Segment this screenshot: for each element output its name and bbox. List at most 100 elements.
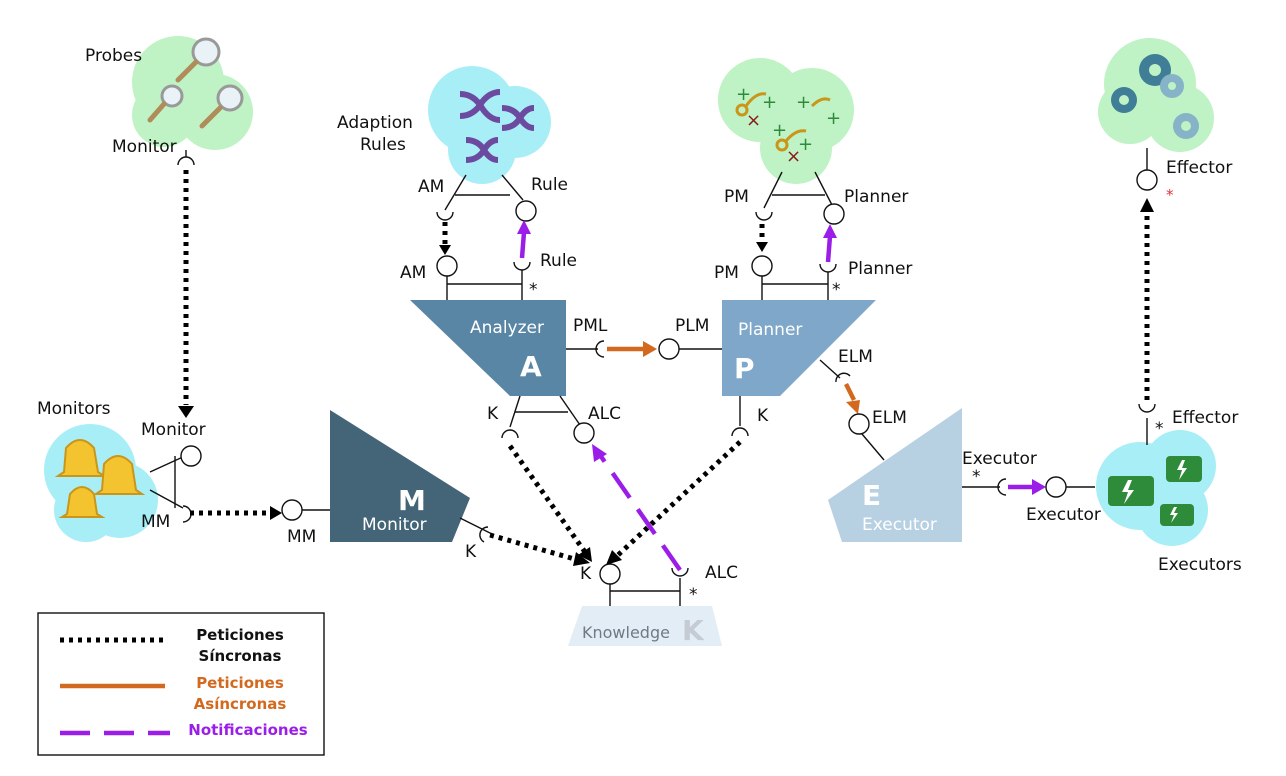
knowledge-letter: K xyxy=(682,614,705,647)
analyzer-k-label: K xyxy=(487,404,499,424)
notif-knowledge-alc xyxy=(598,453,682,572)
probes-port-label: Monitor xyxy=(112,137,177,157)
legend-sync-label-2: Síncronas xyxy=(199,647,282,665)
adaption-rules-rule-port xyxy=(515,200,537,222)
analyzer-k-required-port xyxy=(501,429,519,439)
magnifier-icon xyxy=(147,84,184,123)
legend: Peticiones Síncronas Peticiones Asíncron… xyxy=(37,612,325,756)
analyzer-pml-required-port xyxy=(595,340,605,358)
planner-plm-port xyxy=(658,338,680,360)
analyzer-box: Analyzer A xyxy=(410,300,566,396)
shuffle-icon xyxy=(459,89,501,123)
legend-sync-label-1: Peticiones xyxy=(196,626,284,644)
analyzer-name: Analyzer xyxy=(470,318,544,338)
planner-pm-port xyxy=(751,255,773,277)
shuffle-icon xyxy=(465,137,499,163)
executors-effector-label: Effector xyxy=(1172,408,1238,428)
executor-name: Executor xyxy=(862,515,937,535)
svg-text:×: × xyxy=(746,110,761,131)
planner-rules-pm-label: PM xyxy=(724,187,749,207)
planner-planner-label: Planner xyxy=(848,259,912,279)
adaption-rules-rule-label: Rule xyxy=(531,175,568,195)
monitors-port-mm-label: MM xyxy=(141,512,170,532)
knowledge-k-port xyxy=(599,563,621,585)
executor-star: * xyxy=(972,467,981,487)
probes-title: Probes xyxy=(85,46,142,66)
magnifier-icon xyxy=(175,37,221,83)
planner-name: Planner xyxy=(738,320,802,340)
monitor-k-required-port xyxy=(479,526,489,543)
executor-letter: E xyxy=(862,479,881,512)
adaption-rules-component: Adaption Rules xyxy=(337,66,551,184)
executors-title: Executors xyxy=(1158,555,1242,575)
executor-executor-required-port xyxy=(997,478,1007,496)
bell-icon xyxy=(58,486,106,518)
strategy-icon: + + × xyxy=(772,120,813,167)
adaption-rules-title-1: Adaption xyxy=(337,113,413,133)
effector-title: Effector xyxy=(1166,158,1232,178)
analyzer-star: * xyxy=(529,280,538,300)
engine-icon xyxy=(1166,456,1202,482)
notif-planner xyxy=(825,235,833,263)
knowledge-alc-label: ALC xyxy=(705,563,738,583)
svg-text:+: + xyxy=(736,84,751,105)
adaption-rules-am-required-port xyxy=(436,211,454,221)
monitors-title: Monitors xyxy=(37,399,111,419)
effector-component xyxy=(1098,38,1214,152)
svg-text:+: + xyxy=(798,134,813,155)
notif-rule xyxy=(519,231,527,259)
planner-rules-planner-label: Planner xyxy=(844,187,908,207)
analyzer-alc-label: ALC xyxy=(588,404,621,424)
monitor-k-label: K xyxy=(465,542,477,562)
analyzer-letter: A xyxy=(520,350,542,383)
monitors-component: Monitors xyxy=(37,399,158,542)
analyzer-rule-label: Rule xyxy=(540,251,577,271)
executor-executor-label: Executor xyxy=(962,449,1037,469)
knowledge-box: Knowledge K xyxy=(568,606,722,647)
planner-elm-label: ELM xyxy=(838,347,873,367)
legend-async-label-1: Peticiones xyxy=(196,674,284,692)
monitor-mm-port xyxy=(281,499,303,521)
magnifier-icon xyxy=(199,84,244,129)
gear-icon xyxy=(1160,74,1184,98)
analyzer-am-label: AM xyxy=(400,263,426,283)
knowledge-alc-required-port xyxy=(671,567,689,577)
shuffle-icon xyxy=(501,105,535,131)
effector-port xyxy=(1136,169,1158,191)
planner-elm-required-port xyxy=(835,372,851,383)
executors-star: * xyxy=(1155,419,1164,439)
planner-plm-label: PLM xyxy=(675,316,709,336)
executor-elm-port xyxy=(848,413,870,435)
monitor-box: M Monitor xyxy=(330,410,470,542)
svg-text:×: × xyxy=(786,146,801,167)
engine-icon xyxy=(1160,504,1194,526)
monitors-monitor-port xyxy=(180,445,202,467)
planner-pm-label: PM xyxy=(714,263,739,283)
sync-planner-knowledge xyxy=(616,440,742,557)
planner-rules-planner-port xyxy=(823,203,845,225)
gear-icon xyxy=(1139,54,1171,86)
executors-executor-label: Executor xyxy=(1026,505,1101,525)
planner-star: * xyxy=(832,280,841,300)
planner-planner-required-port xyxy=(819,263,837,273)
adaption-rules-am-label: AM xyxy=(418,177,444,197)
executors-component: Executors xyxy=(1096,430,1242,575)
strategy-icon: + + × xyxy=(735,84,777,131)
planner-box: Planner P xyxy=(722,300,876,396)
sync-monitor-knowledge xyxy=(489,532,579,563)
analyzer-pml-label: PML xyxy=(573,316,608,336)
monitors-mm-required-port xyxy=(182,505,192,523)
planner-rules-pm-required-port xyxy=(755,211,773,221)
async-planner-elm xyxy=(843,382,857,402)
analyzer-rule-required-port xyxy=(513,261,531,271)
svg-text:+: + xyxy=(772,120,787,141)
monitor-letter: M xyxy=(398,484,426,517)
executor-elm-label: ELM xyxy=(872,408,907,428)
legend-async-label-2: Asíncronas xyxy=(194,695,287,713)
planner-rules-component: + + × + + + + × xyxy=(718,58,854,184)
monitor-mm-label: MM xyxy=(287,527,316,547)
engine-icon xyxy=(1108,476,1154,506)
planner-k-label: K xyxy=(757,406,769,426)
analyzer-alc-port xyxy=(573,422,595,444)
bell-icon xyxy=(54,439,108,477)
